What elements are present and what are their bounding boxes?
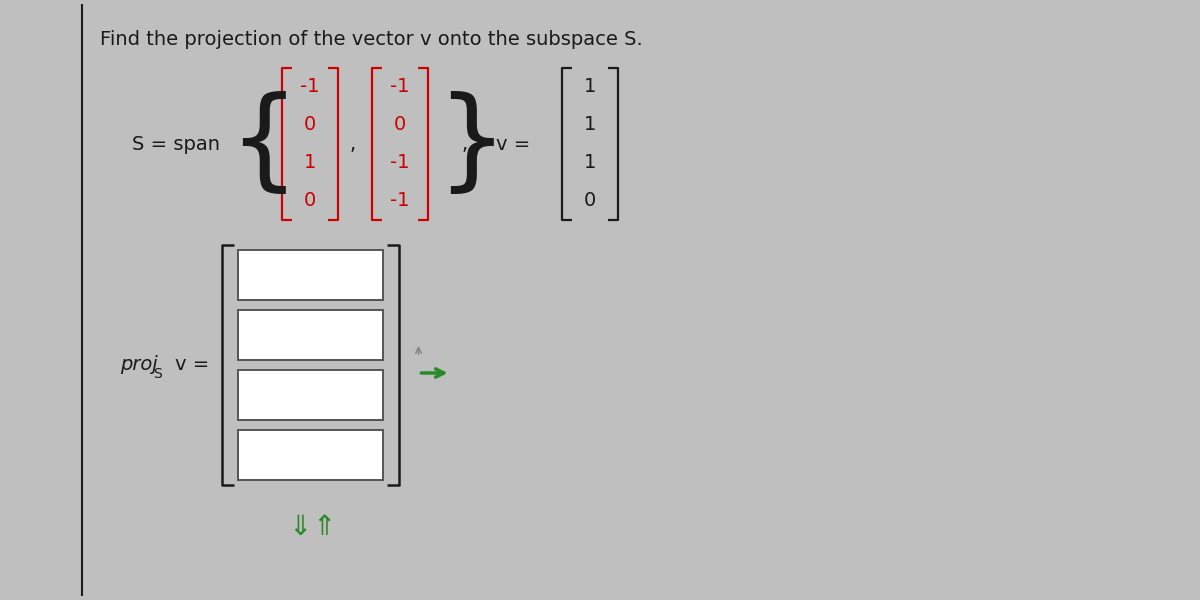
Text: -1: -1 (390, 191, 409, 211)
Text: ⇓: ⇓ (288, 513, 312, 541)
Text: v =: v = (175, 355, 209, 374)
Text: Find the projection of the vector v onto the subspace S.: Find the projection of the vector v onto… (100, 30, 643, 49)
Text: ⇑: ⇑ (312, 513, 336, 541)
Text: 0: 0 (304, 115, 316, 134)
Text: 0: 0 (304, 191, 316, 211)
FancyBboxPatch shape (238, 430, 383, 480)
Text: 0: 0 (584, 191, 596, 211)
Text: -1: -1 (300, 77, 319, 97)
Text: -1: -1 (390, 154, 409, 173)
Text: -1: -1 (390, 77, 409, 97)
Text: v =: v = (496, 134, 530, 154)
Text: 0: 0 (394, 115, 406, 134)
Text: ,: , (462, 134, 468, 154)
Text: 1: 1 (584, 115, 596, 134)
Text: proj: proj (120, 355, 157, 374)
Text: 1: 1 (584, 77, 596, 97)
Text: }: } (436, 91, 506, 197)
FancyBboxPatch shape (238, 310, 383, 360)
Text: ,: , (350, 134, 356, 154)
FancyBboxPatch shape (238, 250, 383, 300)
Text: S: S (154, 367, 162, 381)
Text: {: { (228, 91, 299, 197)
Text: S = span: S = span (132, 134, 220, 154)
Text: 1: 1 (584, 154, 596, 173)
Text: 1: 1 (304, 154, 316, 173)
FancyBboxPatch shape (238, 370, 383, 420)
